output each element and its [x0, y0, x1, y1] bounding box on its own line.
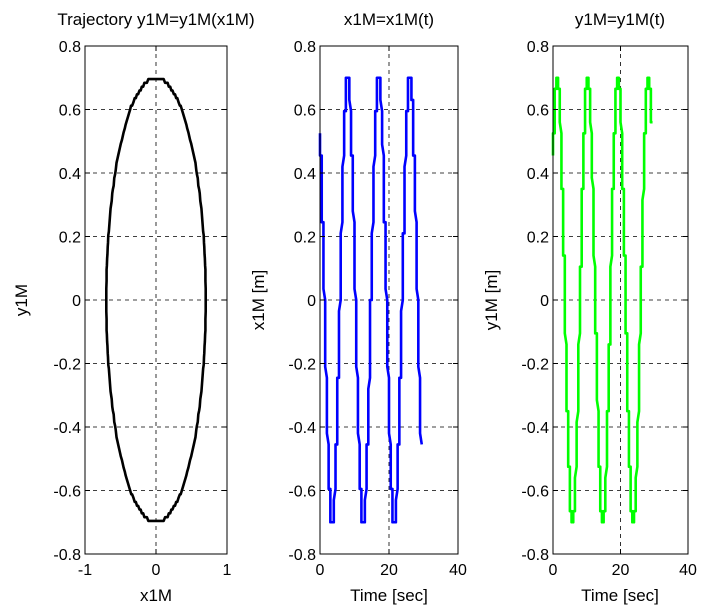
y-tick-label: -0.2: [53, 357, 81, 374]
y-axis-label: x1M [m]: [249, 270, 268, 330]
chart-title: y1M=y1M(t): [575, 10, 665, 29]
y-tick-label: 0.2: [59, 230, 81, 247]
y-tick-label: 0.6: [527, 103, 549, 120]
subplot-trajectory: -0.8 -0.6 -0.4 -0.2 0 0.2 0.4 0.6 0.8 -1 0 1 Trajec…: [12, 10, 255, 605]
x-tick-label: 40: [679, 562, 697, 579]
y-tick-label: -0.2: [288, 357, 316, 374]
series-layer: [551, 76, 653, 524]
x-tick-label: 40: [449, 562, 467, 579]
y-tick-label: 0.2: [527, 230, 549, 247]
chart-title: Trajectory y1M=y1M(x1M): [57, 10, 254, 29]
x-tick-label: 20: [380, 562, 398, 579]
y-tick-label: 0.8: [59, 39, 81, 56]
tick-layer: -0.8 -0.6 -0.4 -0.2 0 0.2 0.4 0.6 0.8 0 20 40: [288, 39, 467, 579]
y-tick-label: -0.8: [521, 547, 549, 564]
y-tick-label: 0: [72, 293, 81, 310]
y-tick-label: 0.6: [59, 103, 81, 120]
x-tick-label: 0: [316, 562, 325, 579]
x-tick-label: 0: [549, 562, 558, 579]
x-axis-label: x1M: [140, 586, 172, 605]
series-line: [318, 76, 424, 524]
x-tick-label: 0: [152, 562, 161, 579]
y-tick-label: -0.6: [288, 484, 316, 501]
x-tick-label: 20: [612, 562, 630, 579]
y-tick-label: 0: [307, 293, 316, 310]
grid-lines: [320, 46, 458, 554]
y-tick-label: 0.8: [527, 39, 549, 56]
y-tick-label: -0.8: [53, 547, 81, 564]
y-tick-label: -0.6: [521, 484, 549, 501]
y-tick-label: 0.4: [59, 166, 81, 183]
y-tick-label: -0.4: [53, 420, 81, 437]
series-layer: [105, 77, 207, 523]
plot-area: [85, 46, 227, 554]
series-line: [105, 77, 207, 523]
y-tick-label: -0.4: [521, 420, 549, 437]
x-tick-label: 1: [223, 562, 232, 579]
y-tick-label: -0.4: [288, 420, 316, 437]
x-axis-label: Time [sec]: [350, 586, 428, 605]
tick-layer: -0.8 -0.6 -0.4 -0.2 0 0.2 0.4 0.6 0.8 -1 0 1: [53, 39, 231, 579]
y-tick-label: 0: [540, 293, 549, 310]
y-tick-label: 0.4: [527, 166, 549, 183]
series-line: [551, 76, 653, 524]
chart-title: x1M=x1M(t): [344, 10, 434, 29]
subplot-x-vs-time: -0.8 -0.6 -0.4 -0.2 0 0.2 0.4 0.6 0.8 0 20 40 x1M=x…: [249, 10, 467, 605]
x-tick-label: -1: [78, 562, 92, 579]
y-axis-label: y1M [m]: [482, 270, 501, 330]
x-axis-label: Time [sec]: [581, 586, 659, 605]
y-tick-label: -0.6: [53, 484, 81, 501]
subplot-y-vs-time: -0.8 -0.6 -0.4 -0.2 0 0.2 0.4 0.6 0.8 0 20 40 y1M=y…: [482, 10, 697, 605]
y-tick-label: -0.2: [521, 357, 549, 374]
y-tick-label: 0.4: [294, 166, 316, 183]
y-axis-label: y1M: [12, 284, 31, 316]
series-layer: [318, 76, 424, 524]
y-tick-label: 0.6: [294, 103, 316, 120]
tick-layer: -0.8 -0.6 -0.4 -0.2 0 0.2 0.4 0.6 0.8 0 20 40: [521, 39, 697, 579]
y-tick-label: 0.2: [294, 230, 316, 247]
y-tick-label: 0.8: [294, 39, 316, 56]
y-tick-label: -0.8: [288, 547, 316, 564]
